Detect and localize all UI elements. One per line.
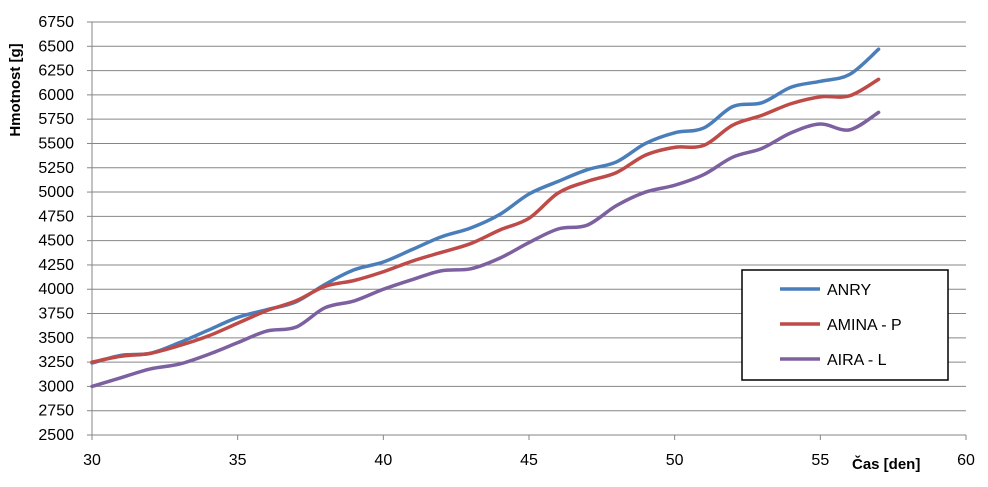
y-tick-label: 3750 [38,306,74,323]
y-tick-label: 4000 [38,281,74,298]
y-tick-label: 5000 [38,184,74,201]
x-tick-label: 45 [520,452,538,469]
y-tick-label: 4500 [38,233,74,250]
y-tick-label: 4750 [38,208,74,225]
y-tick-label: 6000 [38,87,74,104]
x-axis-ticks: 30 35 40 45 50 55 60 [83,435,975,469]
legend-label-anry: ANRY [827,282,871,299]
grid-lines [92,21,966,436]
y-tick-label: 3500 [38,330,74,347]
series-lines [90,47,881,389]
x-tick-label: 55 [811,452,829,469]
y-tick-label: 2500 [38,427,74,444]
x-tick-label: 40 [374,452,392,469]
x-tick-label: 60 [957,452,975,469]
y-tick-label: 6500 [38,38,74,55]
y-tick-label: 5750 [38,111,74,128]
y-tick-label: 5500 [38,135,74,152]
legend: ANRY AMINA - P AIRA - L [741,269,949,381]
y-axis-label: Hmotnost [g] [7,43,24,136]
x-tick-label: 30 [83,452,101,469]
y-tick-label: 6250 [38,63,74,80]
series-line-aira-l [90,110,881,389]
series-line-anry [90,47,881,365]
y-tick-label: 2750 [38,403,74,420]
legend-label-aira-l: AIRA - L [827,352,887,369]
y-axis-ticks: 2500 2750 3000 3250 3500 3750 4000 4250 4500 4750… [38,14,92,444]
x-tick-label: 50 [666,452,684,469]
y-tick-label: 6750 [38,14,74,31]
y-tick-label: 3250 [38,354,74,371]
y-tick-label: 5250 [38,160,74,177]
series-line-amina-p [90,77,881,364]
legend-box [741,269,949,381]
y-tick-label: 4250 [38,257,74,274]
x-tick-label: 35 [229,452,247,469]
y-tick-label: 3000 [38,378,74,395]
legend-label-amina-p: AMINA - P [827,317,902,334]
x-axis-label: Čas [den] [852,455,920,473]
